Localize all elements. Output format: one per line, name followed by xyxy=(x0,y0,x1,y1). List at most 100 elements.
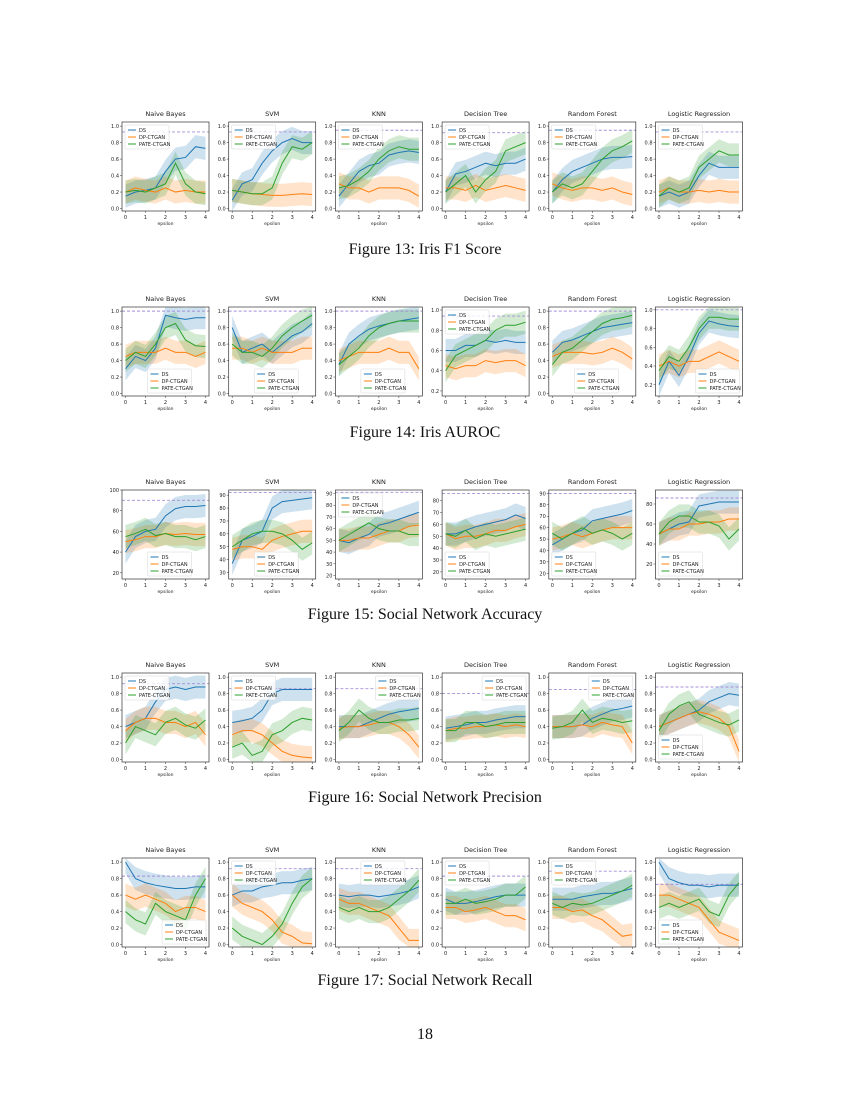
y-tick-label: 20 xyxy=(539,571,545,577)
y-tick-label: 0.4 xyxy=(431,725,439,731)
legend-box xyxy=(658,124,703,150)
x-tick-label: 3 xyxy=(397,766,400,772)
legend-box xyxy=(360,368,406,394)
legend-label: DP-CTGAN xyxy=(375,871,401,877)
chart-title: Decision Tree xyxy=(464,846,507,854)
x-tick-label: 2 xyxy=(697,400,700,406)
y-tick-label: 0.2 xyxy=(111,741,119,747)
y-tick-label: 0.2 xyxy=(324,190,332,196)
x-tick-label: 0 xyxy=(551,766,554,772)
series-line-ds xyxy=(658,320,740,385)
y-tick-label: 0.4 xyxy=(538,910,546,916)
chart-title: Naive Bayes xyxy=(145,661,186,669)
x-tick-label: 3 xyxy=(397,583,400,589)
chart-title: Logistic Regression xyxy=(668,110,730,118)
x-tick-label: 0 xyxy=(124,215,127,221)
y-tick-label: 0.8 xyxy=(218,692,226,698)
confidence-band-pate xyxy=(552,129,633,204)
legend-label: DP-CTGAN xyxy=(459,562,485,568)
chart-title: Logistic Regression xyxy=(668,295,730,303)
y-tick-label: 0.8 xyxy=(431,141,439,147)
x-tick-label: 0 xyxy=(657,215,660,221)
chart-panel: SVM 0.0 0.2 0.4 0.6 0.8 1.0 0 1 2 3 4 epsilon DSDP-CT… xyxy=(218,110,317,227)
legend-label: DP-CTGAN xyxy=(673,745,699,751)
legend-label: PATE-CTGAN xyxy=(459,569,491,575)
x-tick-label: 1 xyxy=(571,766,574,772)
chart-title: Random Forest xyxy=(568,295,617,303)
y-tick-label: 60 xyxy=(326,527,332,533)
series-line-dp xyxy=(338,524,419,541)
legend-label: DP-CTGAN xyxy=(459,135,485,141)
confidence-band-dp xyxy=(445,713,526,743)
x-tick-label: 3 xyxy=(291,766,294,772)
series-line-pate xyxy=(551,140,633,193)
legend-label: PATE-CTGAN xyxy=(268,569,300,575)
series-line-ds xyxy=(445,158,526,193)
legend-label: DS xyxy=(566,555,573,561)
x-tick-label: 0 xyxy=(231,400,234,406)
confidence-band-dp xyxy=(232,178,313,207)
x-axis-label: epsilon xyxy=(264,772,280,778)
chart-panel: Logistic Regression 0.0 0.2 0.4 0.6 0.8 1.0 0 1 2… xyxy=(645,661,743,778)
x-tick-label: 1 xyxy=(144,400,147,406)
series-line-pate xyxy=(445,142,526,193)
y-tick-label: 20 xyxy=(433,570,439,576)
confidence-band-ds xyxy=(338,307,419,377)
x-tick-label: 2 xyxy=(484,951,487,957)
y-tick-label: 0.0 xyxy=(218,392,226,398)
y-tick-label: 60 xyxy=(219,532,225,538)
y-tick-label: 0.8 xyxy=(324,141,332,147)
y-tick-label: 0.2 xyxy=(431,741,439,747)
y-tick-label: 0.0 xyxy=(431,943,439,949)
x-axis-label: epsilon xyxy=(371,772,387,778)
y-tick-label: 0.8 xyxy=(324,692,332,698)
x-tick-label: 0 xyxy=(337,400,340,406)
figure-14: Naive Bayes 0.0 0.2 0.4 0.6 0.8 1.0 0 1 2 3 4 epsilo… xyxy=(100,290,760,465)
x-tick-label: 2 xyxy=(377,766,380,772)
chart-panel: SVM 0.0 0.2 0.4 0.6 0.8 1.0 0 1 2 3 4 epsilon DSDP-CT… xyxy=(218,295,317,412)
y-tick-label: 1.0 xyxy=(218,309,226,315)
series-line-ds xyxy=(338,150,419,197)
x-tick-label: 0 xyxy=(337,215,340,221)
series-line-dp xyxy=(338,183,420,197)
y-tick-label: 0.0 xyxy=(645,207,653,213)
x-tick-label: 4 xyxy=(737,215,740,221)
x-tick-label: 4 xyxy=(524,400,527,406)
x-axis-label: epsilon xyxy=(371,589,387,595)
confidence-band-pate xyxy=(659,139,739,208)
x-tick-label: 0 xyxy=(657,400,660,406)
legend-box xyxy=(375,675,420,701)
y-tick-label: 0.2 xyxy=(324,741,332,747)
x-axis-label: epsilon xyxy=(157,589,173,595)
y-tick-label: 1.0 xyxy=(538,860,546,866)
y-tick-label: 1.0 xyxy=(324,309,332,315)
series-line-pate xyxy=(338,320,419,366)
legend-label: DP-CTGAN xyxy=(246,135,272,141)
confidence-band-pate xyxy=(552,873,633,920)
series-line-ds xyxy=(658,861,739,888)
y-tick-label: 0.6 xyxy=(324,708,332,714)
x-tick-label: 0 xyxy=(337,583,340,589)
y-tick-label: 1.0 xyxy=(324,124,332,130)
x-tick-label: 2 xyxy=(164,951,167,957)
series-line-dp xyxy=(125,894,206,913)
y-tick-label: 0.2 xyxy=(645,383,653,389)
y-tick-label: 1.0 xyxy=(431,308,439,314)
y-tick-label: 0.8 xyxy=(111,692,119,698)
y-tick-label: 0.6 xyxy=(218,157,226,163)
legend-label: PATE-CTGAN xyxy=(246,693,278,699)
y-tick-label: 0.4 xyxy=(431,369,439,375)
confidence-band-pate xyxy=(445,310,526,383)
series-line-ds xyxy=(551,156,633,193)
y-tick-label: 60 xyxy=(113,529,119,535)
legend-label: DS xyxy=(162,555,169,561)
y-tick-label: 50 xyxy=(539,537,545,543)
legend-label: PATE-CTGAN xyxy=(459,327,491,333)
y-tick-label: 90 xyxy=(326,492,332,498)
legend-box xyxy=(147,551,192,577)
y-tick-label: 0.8 xyxy=(645,877,653,883)
x-tick-label: 2 xyxy=(271,215,274,221)
